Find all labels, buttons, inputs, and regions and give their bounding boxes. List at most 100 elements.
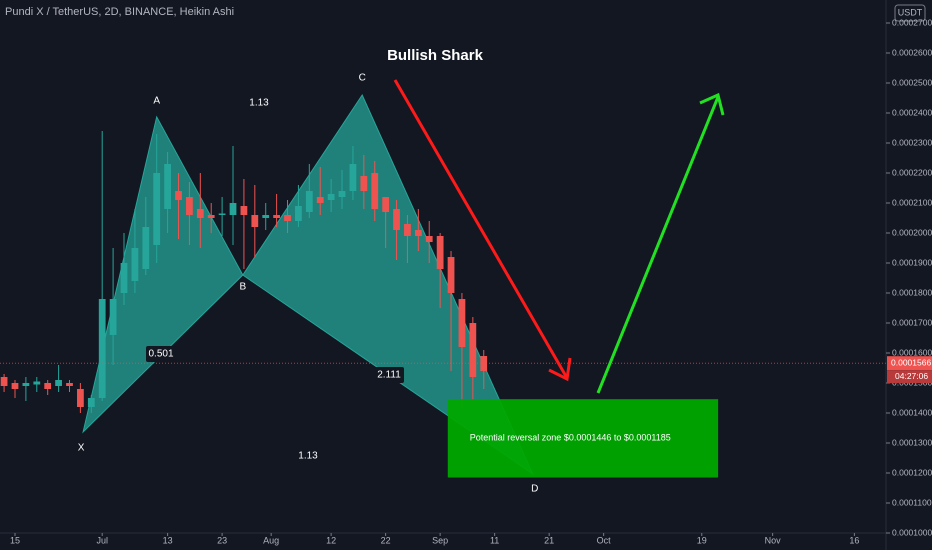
y-tick-label: 0.0001600 [892, 347, 932, 357]
candle-body [175, 191, 182, 201]
y-tick-label: 0.0001100 [892, 497, 932, 507]
candle-body [196, 209, 204, 219]
currency-label: USDT [898, 7, 923, 17]
candle-body [98, 299, 106, 399]
candle-body [0, 377, 8, 387]
y-tick-label: 0.0001700 [892, 317, 932, 327]
candle-body [229, 203, 237, 216]
pattern-point-label: B [239, 282, 246, 293]
candle-body [142, 227, 150, 270]
x-tick-label: 21 [544, 535, 554, 545]
reversal-zone-label: Potential reversal zone $0.0001446 to $0… [470, 433, 671, 443]
candle-body [251, 215, 259, 228]
y-tick-label: 0.0002300 [892, 137, 932, 147]
candle-body [55, 380, 62, 387]
pattern-point-label: D [531, 484, 538, 495]
x-tick-label: 16 [849, 535, 859, 545]
candle-body [360, 176, 368, 192]
candle-body [87, 398, 95, 408]
chart-title: Bullish Shark [387, 47, 484, 64]
candle-body [44, 383, 52, 390]
arrow-shaft [596, 96, 720, 394]
x-tick-label: Jul [96, 535, 108, 545]
y-tick-label: 0.0002200 [892, 167, 932, 177]
y-tick-label: 0.0002700 [892, 17, 932, 27]
x-tick-label: Nov [765, 535, 782, 545]
candle-body [458, 299, 466, 348]
candle-body [305, 191, 313, 213]
countdown-box [887, 370, 932, 384]
arrow-shaft [393, 79, 569, 379]
y-tick-label: 0.0002400 [892, 107, 932, 117]
x-tick-label: Sep [432, 535, 448, 545]
ratio-box [146, 346, 176, 362]
x-tick-label: 19 [697, 535, 707, 545]
candle-body [393, 209, 400, 231]
red-arrow [393, 79, 572, 382]
candle-body [284, 215, 291, 222]
arrow-head [699, 92, 725, 116]
ratio-label: 1.13 [249, 98, 269, 109]
ratio-box [374, 367, 404, 383]
x-tick-label: 12 [326, 535, 336, 545]
x-tick-label: 22 [381, 535, 391, 545]
candle-body [109, 299, 117, 336]
candle-body [120, 263, 128, 294]
candle-body [153, 173, 161, 246]
candle-body [469, 323, 477, 378]
candle-body [164, 164, 171, 210]
x-tick-label: Oct [597, 535, 612, 545]
x-tick-label: 11 [490, 535, 499, 545]
candle-body [11, 383, 19, 390]
candle-body [131, 248, 139, 282]
countdown-label: 04:27:06 [895, 371, 928, 381]
y-tick-label: 0.0001200 [892, 467, 932, 477]
candle-body [404, 224, 411, 237]
candle-body [186, 197, 193, 216]
x-tick-label: 13 [163, 535, 173, 545]
x-tick-label: 23 [217, 535, 227, 545]
y-tick-label: 0.0001400 [892, 407, 932, 417]
candle-body [349, 164, 357, 192]
candle-body [382, 197, 390, 213]
candle-body [22, 383, 30, 387]
candle-body [295, 206, 302, 222]
x-tick-label: Aug [263, 535, 279, 545]
candle-body [425, 236, 433, 243]
y-tick-label: 0.0002100 [892, 197, 932, 207]
ratio-label: 2.111 [377, 370, 401, 381]
last-price-label: 0.0001566 [891, 357, 931, 367]
candle-body [66, 383, 73, 387]
candle-body [240, 206, 248, 216]
pattern-point-label: X [78, 443, 85, 454]
arrow-head [548, 357, 572, 382]
candle-body [447, 257, 455, 294]
candle-body [77, 389, 84, 408]
candle-body [262, 215, 270, 219]
y-tick-label: 0.0001000 [892, 527, 932, 537]
candle-body [436, 236, 444, 270]
candle-body [414, 230, 422, 237]
candle-body [327, 194, 335, 201]
y-tick-label: 0.0001800 [892, 287, 932, 297]
last-price-box [887, 356, 932, 371]
y-tick-label: 0.0001900 [892, 257, 932, 267]
overlay-layer: X A B C D 0.501 1.13 2.111 1.13 Potential reversa… [0, 73, 886, 495]
candle-body [207, 215, 215, 219]
candle-body [273, 215, 280, 219]
pattern-point-label: C [359, 73, 366, 84]
candle-layer [0, 131, 488, 414]
y-tick-label: 0.0001300 [892, 437, 932, 447]
x-tick-label: 15 [10, 535, 20, 545]
chart-header: Pundi X / TetherUS, 2D, BINANCE, Heikin … [5, 6, 234, 18]
reversal-zone [447, 399, 719, 478]
ratio-label: 1.13 [298, 451, 318, 462]
pattern-point-label: A [153, 96, 160, 107]
y-tick-label: 0.0002500 [892, 77, 932, 87]
y-tick-label: 0.0002600 [892, 47, 932, 57]
ratio-label: 0.501 [148, 349, 173, 360]
candle-body [33, 381, 41, 385]
green-arrow [596, 92, 725, 394]
currency-box [894, 4, 926, 22]
candle-body [338, 191, 346, 198]
